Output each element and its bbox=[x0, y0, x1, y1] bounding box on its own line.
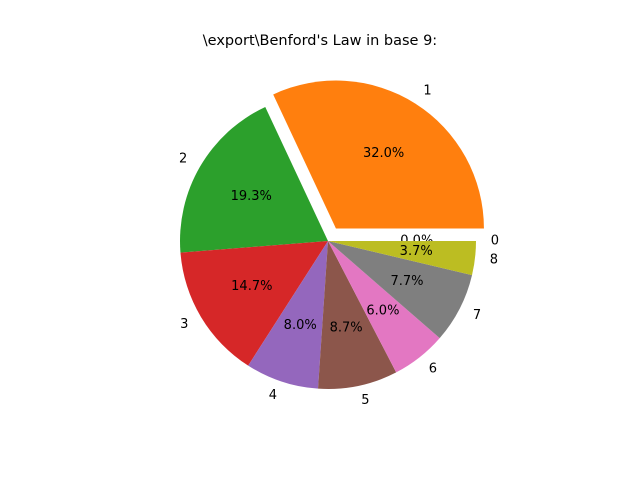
pie-slice-6 bbox=[328, 241, 440, 373]
slice-label-4: 4 bbox=[269, 388, 277, 403]
slice-pct-8: 3.7% bbox=[400, 244, 433, 259]
slice-pct-6: 6.0% bbox=[366, 303, 399, 318]
pie-slice-8 bbox=[328, 241, 476, 276]
pie-slice-7 bbox=[328, 241, 473, 339]
pie-slice-5 bbox=[318, 241, 397, 390]
slice-label-0: 0 bbox=[491, 234, 499, 249]
slice-label-8: 8 bbox=[490, 252, 498, 267]
slice-label-5: 5 bbox=[361, 393, 369, 408]
slice-pct-2: 19.3% bbox=[231, 189, 272, 204]
chart-title: \export\Benford's Law in base 9: bbox=[202, 33, 438, 49]
slice-pct-3: 14.7% bbox=[231, 279, 272, 294]
pie-slice-2 bbox=[179, 106, 328, 253]
slice-label-3: 3 bbox=[180, 317, 188, 332]
slice-label-7: 7 bbox=[473, 308, 481, 323]
slice-pct-7: 7.7% bbox=[390, 274, 423, 289]
pie-slice-1 bbox=[273, 80, 484, 229]
pie-slice-4 bbox=[248, 241, 328, 389]
slice-pct-5: 8.7% bbox=[330, 320, 363, 335]
slice-pct-4: 8.0% bbox=[284, 318, 317, 333]
slice-label-6: 6 bbox=[429, 361, 437, 376]
slice-label-2: 2 bbox=[179, 152, 187, 167]
slice-label-1: 1 bbox=[423, 84, 431, 99]
pie-slice-3 bbox=[180, 241, 328, 366]
slice-pct-1: 32.0% bbox=[363, 146, 404, 161]
